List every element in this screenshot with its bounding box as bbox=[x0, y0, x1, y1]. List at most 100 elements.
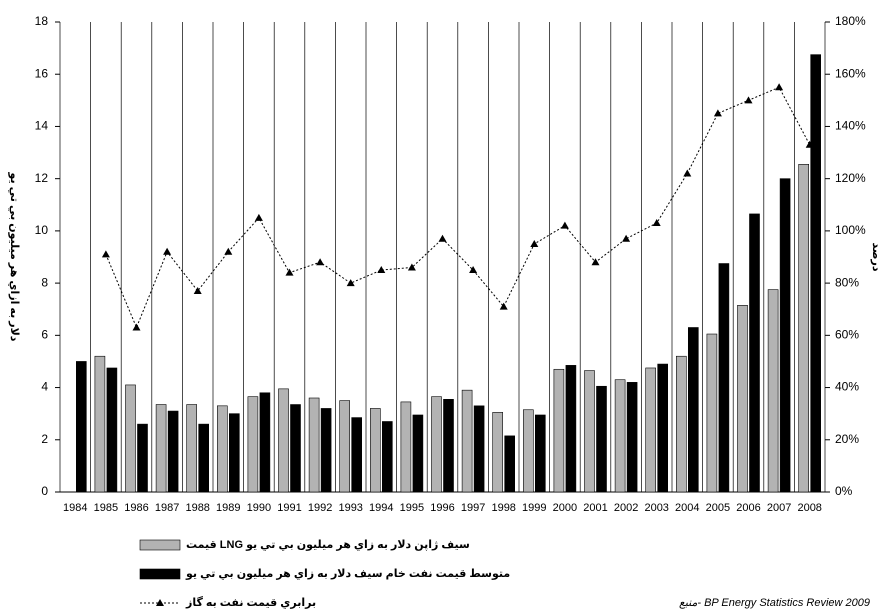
line-marker bbox=[255, 214, 263, 221]
line-marker bbox=[622, 235, 630, 242]
bar bbox=[413, 415, 423, 492]
source-note: منبع- BP Energy Statistics Review 2009 bbox=[679, 597, 870, 609]
bar bbox=[168, 411, 178, 492]
y-tick-label: 12 bbox=[35, 171, 49, 185]
legend-label: متوسط قيمت نفت خام سيف دلار به زاي هر مي… bbox=[185, 568, 510, 580]
legend-swatch bbox=[140, 540, 180, 550]
line-marker bbox=[439, 235, 447, 242]
bar bbox=[401, 402, 411, 492]
bar bbox=[535, 415, 545, 492]
y2-tick-label: 40% bbox=[835, 380, 859, 394]
bar bbox=[217, 406, 227, 492]
bar bbox=[627, 382, 637, 492]
y-axis-label: دلار به ازاي هر ميليون بي تي يو bbox=[8, 172, 20, 342]
line-marker bbox=[133, 324, 141, 331]
x-tick-label: 1986 bbox=[124, 502, 148, 514]
y2-axis-label: درصد bbox=[870, 243, 882, 272]
bar bbox=[676, 356, 686, 492]
bar bbox=[658, 364, 668, 492]
line-marker bbox=[683, 169, 691, 176]
bar bbox=[229, 414, 239, 492]
y-tick-label: 4 bbox=[41, 380, 48, 394]
bar bbox=[585, 371, 595, 492]
legend-label: قيمت LNG سيف ژاپن دلار به زاي هر ميليون … bbox=[186, 539, 470, 551]
x-tick-label: 1990 bbox=[247, 502, 271, 514]
line-marker bbox=[102, 250, 110, 257]
x-tick-label: 1985 bbox=[94, 502, 118, 514]
line-marker bbox=[194, 287, 202, 294]
line-marker bbox=[775, 83, 783, 90]
bar bbox=[799, 164, 809, 492]
y2-tick-label: 20% bbox=[835, 432, 859, 446]
bar bbox=[646, 368, 656, 492]
bar bbox=[156, 405, 166, 492]
x-tick-label: 1999 bbox=[522, 502, 546, 514]
legend-label: برابري قيمت نفت به گاز bbox=[185, 596, 316, 609]
line-marker bbox=[347, 279, 355, 286]
line-marker bbox=[653, 219, 661, 226]
x-tick-label: 2001 bbox=[583, 502, 607, 514]
bar bbox=[719, 264, 729, 492]
bar bbox=[95, 356, 105, 492]
line-marker bbox=[561, 222, 569, 229]
y2-tick-label: 60% bbox=[835, 328, 859, 342]
bar bbox=[248, 397, 258, 492]
x-tick-label: 2000 bbox=[553, 502, 577, 514]
y2-tick-label: 160% bbox=[835, 66, 866, 80]
bar bbox=[811, 55, 821, 492]
bar bbox=[615, 380, 625, 492]
y2-tick-label: 120% bbox=[835, 171, 866, 185]
y-tick-label: 14 bbox=[35, 119, 49, 133]
y-tick-label: 6 bbox=[41, 328, 48, 342]
x-tick-label: 1998 bbox=[491, 502, 515, 514]
bar bbox=[780, 179, 790, 492]
y-tick-label: 18 bbox=[35, 14, 49, 28]
bar bbox=[187, 405, 197, 492]
bar bbox=[260, 393, 270, 492]
x-tick-label: 1988 bbox=[185, 502, 209, 514]
bar bbox=[707, 334, 717, 492]
bar bbox=[474, 406, 484, 492]
y-tick-label: 8 bbox=[41, 275, 48, 289]
x-tick-label: 1996 bbox=[430, 502, 454, 514]
line-marker bbox=[530, 240, 538, 247]
y-tick-label: 2 bbox=[41, 432, 48, 446]
x-tick-label: 1987 bbox=[155, 502, 179, 514]
bar bbox=[199, 424, 209, 492]
x-tick-label: 2004 bbox=[675, 502, 699, 514]
x-tick-label: 1997 bbox=[461, 502, 485, 514]
bar bbox=[340, 401, 350, 492]
line-marker bbox=[469, 266, 477, 273]
bar bbox=[279, 389, 289, 492]
bar bbox=[291, 405, 301, 492]
line-marker bbox=[377, 266, 385, 273]
bar bbox=[76, 361, 86, 492]
bar bbox=[126, 385, 136, 492]
x-tick-label: 1991 bbox=[277, 502, 301, 514]
bar bbox=[688, 328, 698, 493]
x-tick-label: 2005 bbox=[706, 502, 730, 514]
y2-tick-label: 80% bbox=[835, 275, 859, 289]
bar bbox=[493, 412, 503, 492]
bar bbox=[597, 386, 607, 492]
y2-tick-label: 0% bbox=[835, 484, 853, 498]
bar bbox=[750, 214, 760, 492]
y-tick-label: 10 bbox=[35, 223, 49, 237]
x-tick-label: 1992 bbox=[308, 502, 332, 514]
line-marker bbox=[286, 269, 294, 276]
bar bbox=[138, 424, 148, 492]
y2-tick-label: 180% bbox=[835, 14, 866, 28]
x-tick-label: 1989 bbox=[216, 502, 240, 514]
x-tick-label: 1993 bbox=[338, 502, 362, 514]
line-marker bbox=[163, 248, 171, 255]
y2-tick-label: 100% bbox=[835, 223, 866, 237]
line-marker bbox=[408, 263, 416, 270]
y-tick-label: 16 bbox=[35, 66, 49, 80]
bar bbox=[321, 408, 331, 492]
x-tick-label: 1994 bbox=[369, 502, 393, 514]
bar bbox=[382, 422, 392, 493]
line-marker bbox=[745, 96, 753, 103]
bar bbox=[768, 290, 778, 492]
x-tick-label: 2007 bbox=[767, 502, 791, 514]
bar bbox=[107, 368, 117, 492]
